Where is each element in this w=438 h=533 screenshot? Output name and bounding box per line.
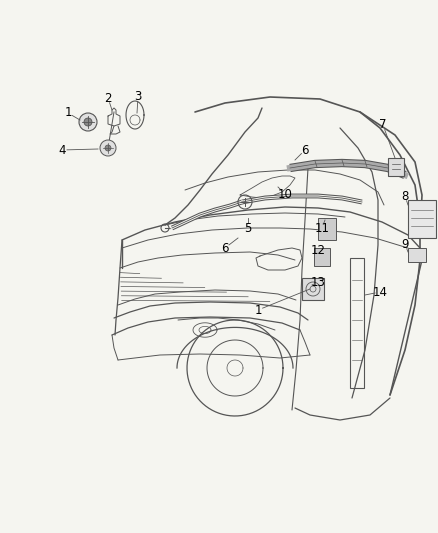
FancyBboxPatch shape bbox=[318, 218, 336, 240]
Text: 2: 2 bbox=[104, 92, 112, 104]
Circle shape bbox=[105, 145, 111, 151]
Text: 10: 10 bbox=[278, 188, 293, 200]
Text: 7: 7 bbox=[379, 118, 387, 132]
Text: 1: 1 bbox=[64, 107, 72, 119]
FancyBboxPatch shape bbox=[388, 158, 404, 176]
Text: 1: 1 bbox=[254, 303, 262, 317]
Circle shape bbox=[100, 140, 116, 156]
Text: 3: 3 bbox=[134, 91, 141, 103]
FancyBboxPatch shape bbox=[302, 278, 324, 300]
FancyBboxPatch shape bbox=[408, 248, 426, 262]
Text: 4: 4 bbox=[58, 143, 66, 157]
Text: 9: 9 bbox=[401, 238, 409, 251]
Text: 8: 8 bbox=[401, 190, 409, 203]
Circle shape bbox=[79, 113, 97, 131]
Text: 6: 6 bbox=[301, 143, 309, 157]
Text: 6: 6 bbox=[221, 241, 229, 254]
FancyBboxPatch shape bbox=[408, 200, 436, 238]
Text: 5: 5 bbox=[244, 222, 252, 235]
FancyBboxPatch shape bbox=[314, 248, 330, 266]
Text: 11: 11 bbox=[314, 222, 329, 235]
Circle shape bbox=[84, 118, 92, 126]
Text: 12: 12 bbox=[311, 244, 325, 256]
Text: 13: 13 bbox=[311, 276, 325, 288]
Text: 14: 14 bbox=[372, 286, 388, 298]
